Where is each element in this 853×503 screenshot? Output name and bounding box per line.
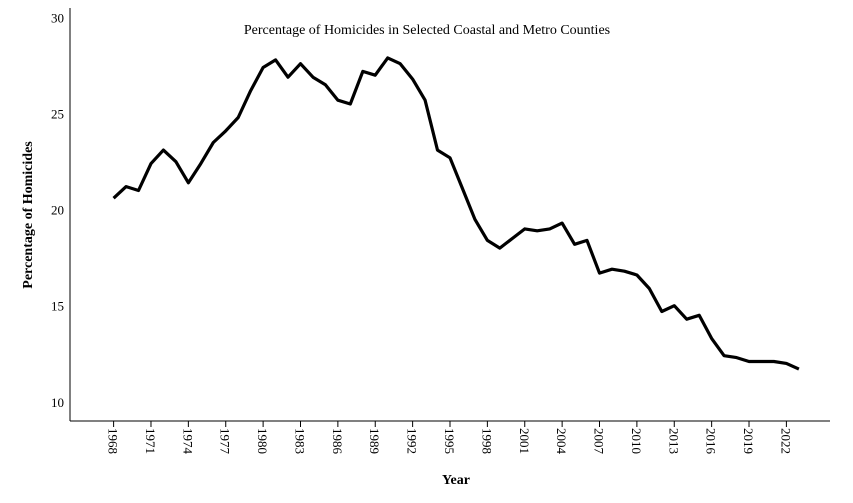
y-axis-ticks: 10 15 20 25 30 (51, 11, 64, 410)
chart-title: Percentage of Homicides in Selected Coas… (244, 23, 610, 38)
x-tick-label: 2016 (704, 428, 719, 455)
x-tick-label: 1983 (292, 428, 307, 454)
x-tick-label: 2010 (629, 428, 644, 454)
x-tick-label: 1986 (330, 428, 345, 455)
x-tick-label: 1998 (479, 428, 494, 454)
y-tick-label: 20 (51, 203, 64, 218)
series-line (112, 56, 800, 371)
x-tick-label: 1974 (180, 428, 195, 455)
x-tick-label: 2022 (778, 428, 793, 454)
series-layer (112, 56, 800, 371)
x-tick-label: 1968 (106, 428, 121, 454)
x-tick-label: 1992 (405, 428, 420, 454)
x-axis-ticks: 1968 1971 1974 1977 1980 1983 1986 1989 1992 1995… (106, 421, 793, 455)
x-tick-label: 1971 (143, 428, 158, 454)
y-tick-label: 25 (51, 107, 64, 122)
x-tick-label: 1980 (255, 428, 270, 454)
y-tick-label: 30 (51, 11, 64, 26)
y-axis-title: Percentage of Homicides (21, 141, 36, 289)
x-tick-label: 2013 (666, 428, 681, 454)
x-tick-label: 2004 (554, 428, 569, 455)
x-tick-label: 1995 (442, 428, 457, 454)
x-tick-label: 1989 (367, 428, 382, 454)
x-tick-label: 1977 (218, 428, 233, 455)
x-tick-label: 2019 (741, 428, 756, 454)
x-axis-title: Year (442, 473, 470, 488)
y-tick-label: 15 (51, 299, 64, 314)
x-tick-label: 2001 (517, 428, 532, 454)
x-tick-label: 2007 (592, 428, 607, 455)
y-tick-label: 10 (51, 395, 64, 410)
